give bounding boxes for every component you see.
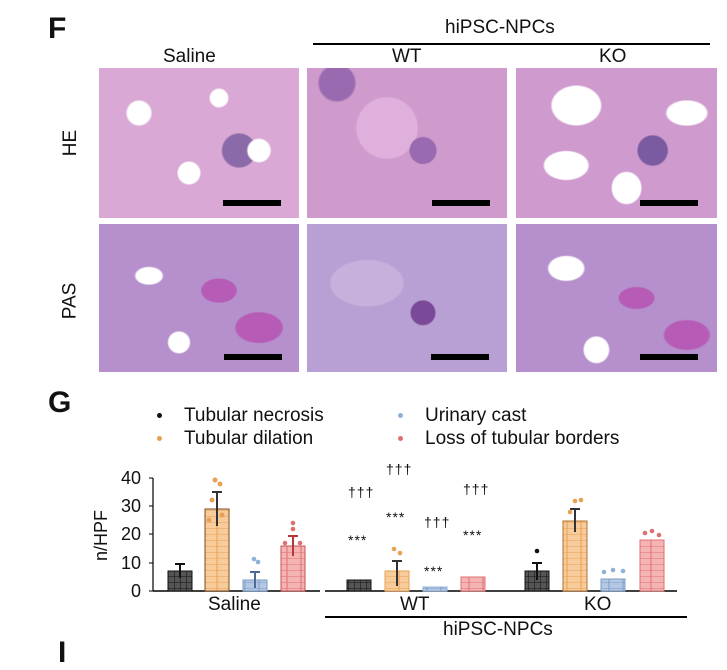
star-wt-borders: *** <box>463 527 483 543</box>
legend-marker-red <box>398 436 403 442</box>
column-label-saline: Saline <box>163 46 216 67</box>
panel-f-group-header: hiPSC-NPCs <box>445 17 555 38</box>
star-wt-dilation: *** <box>386 509 406 525</box>
micrograph-he-saline <box>99 68 299 218</box>
panel-i-letter: I <box>58 636 67 669</box>
row-label-he: HE <box>60 129 82 157</box>
y-axis-label: n/HPF <box>91 509 112 562</box>
ytick-30: 30 <box>121 496 142 516</box>
group-label-wt: WT <box>400 594 430 615</box>
legend-marker-orange <box>157 436 162 442</box>
scale-bar <box>431 354 489 360</box>
legend-urinary-cast: Urinary cast <box>398 405 526 427</box>
micrograph-pas-saline <box>99 224 299 372</box>
panel-f-letter: F <box>48 12 67 45</box>
micrograph-pas-ko <box>516 224 717 372</box>
column-label-wt: WT <box>392 46 422 67</box>
dagger-wt-borders: ††† <box>463 481 490 497</box>
scale-bar <box>224 354 282 360</box>
ytick-0: 0 <box>131 581 142 601</box>
panel-f-group-line <box>313 43 710 45</box>
legend-tubular-necrosis: Tubular necrosis <box>157 405 324 427</box>
group-label-saline: Saline <box>208 594 261 615</box>
star-wt-necrosis: *** <box>348 532 368 548</box>
group-bracket-label: hiPSC-NPCs <box>443 619 553 640</box>
ytick-40: 40 <box>121 468 142 488</box>
bar-chart <box>149 477 677 592</box>
star-wt-cast: *** <box>424 563 444 579</box>
dagger-wt-dilation: ††† <box>386 461 413 477</box>
scale-bar <box>223 200 281 206</box>
panel-g-letter: G <box>48 386 72 419</box>
ytick-20: 20 <box>121 524 142 544</box>
micrograph-he-ko <box>516 68 717 218</box>
legend-marker-blue <box>398 413 403 419</box>
dagger-wt-necrosis: ††† <box>348 484 375 500</box>
row-label-pas: PAS <box>59 282 81 320</box>
micrograph-pas-wt <box>307 224 507 372</box>
group-label-ko: KO <box>584 594 612 615</box>
legend-tubular-dilation: Tubular dilation <box>157 428 313 450</box>
scale-bar <box>640 354 698 360</box>
legend-loss-of-tubular-borders: Loss of tubular borders <box>398 428 619 450</box>
dagger-wt-cast: ††† <box>424 514 451 530</box>
legend-marker-black <box>157 413 162 419</box>
scale-bar <box>432 200 490 206</box>
column-label-ko: KO <box>599 46 627 67</box>
group-bracket-line <box>325 616 687 618</box>
micrograph-he-wt <box>307 68 507 218</box>
scale-bar <box>640 200 698 206</box>
ytick-10: 10 <box>121 553 142 573</box>
